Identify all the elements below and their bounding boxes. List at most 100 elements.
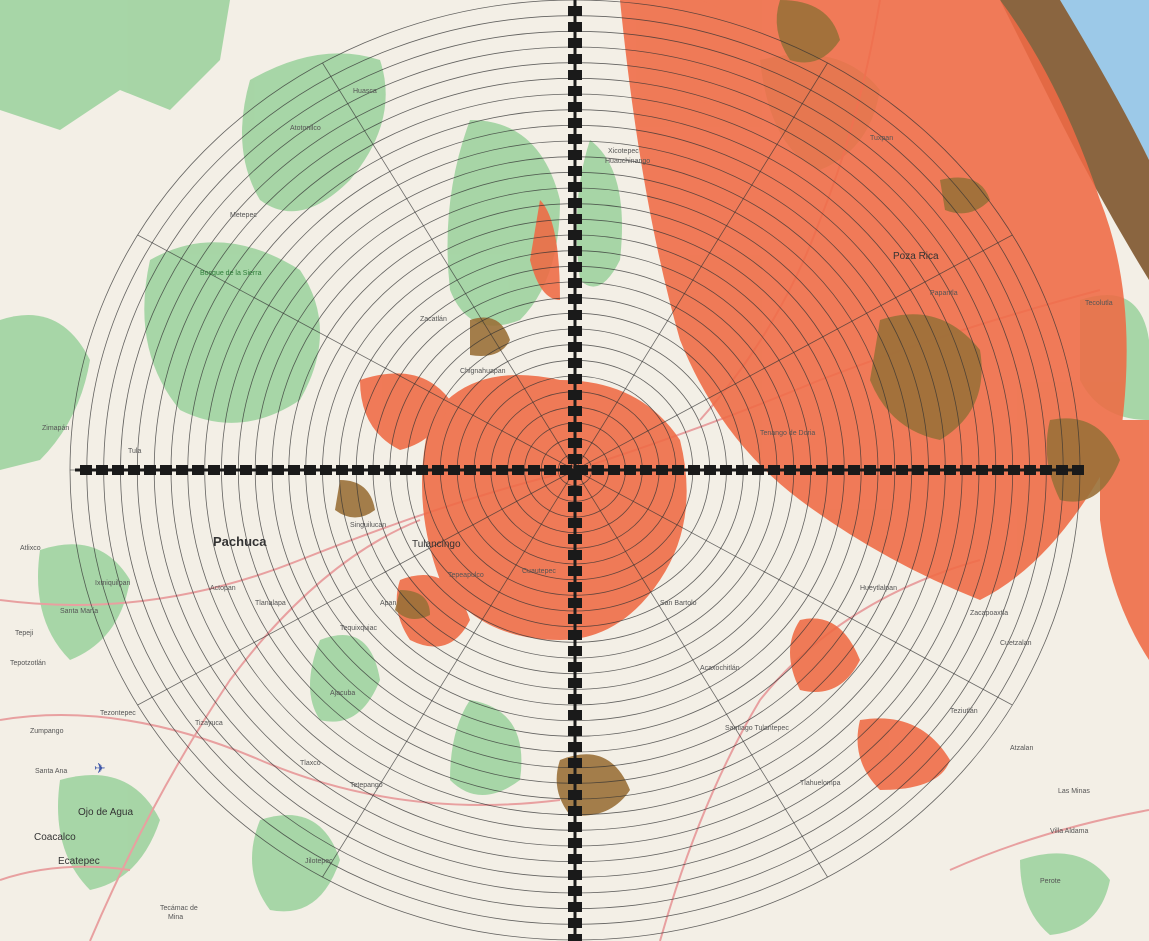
axis-tick-block [568, 134, 582, 144]
axis-tick-block [560, 465, 572, 475]
axis-tick-block [480, 465, 492, 475]
axis-tick-block [848, 465, 860, 475]
axis-tick-block [568, 70, 582, 80]
axis-tick-block [568, 598, 582, 608]
axis-tick-block [624, 465, 636, 475]
axis-tick-block [688, 465, 700, 475]
axis-tick-block [568, 182, 582, 192]
axis-tick-block [448, 465, 460, 475]
axis-tick-block [400, 465, 412, 475]
axis-tick-block [832, 465, 844, 475]
axis-tick-block [568, 454, 582, 464]
place-label-tepeapulco: Tepeapulco [448, 572, 484, 579]
bearing-line [322, 62, 576, 471]
place-label-xicotepec: Xicotepec [608, 148, 639, 155]
place-label-las-minas: Las Minas [1058, 788, 1090, 795]
axis-tick-block [568, 246, 582, 256]
axis-tick-block [640, 465, 652, 475]
axis-tick-block [720, 465, 732, 475]
place-label-tepeji: Tepeji [15, 630, 34, 637]
axis-tick-block [112, 465, 124, 475]
axis-tick-block [592, 465, 604, 475]
place-label-huasca: Huasca [353, 88, 377, 95]
place-label-santiago: Santiago Tulantepec [725, 725, 789, 732]
axis-tick-block [752, 465, 764, 475]
place-label-ojo-de-agua: Ojo de Agua [78, 807, 134, 818]
axis-tick-block [912, 465, 924, 475]
axis-tick-block [896, 465, 908, 475]
axis-tick-block [568, 774, 582, 784]
coverage-red [360, 0, 1149, 790]
bearing-line [322, 469, 576, 878]
place-label-cuautepec: Cuautepec [522, 568, 556, 575]
place-label-tenango: Tenango de Doria [760, 430, 816, 437]
axis-tick-block [568, 6, 582, 16]
axis-tick-block [568, 518, 582, 528]
axis-tick-block [568, 118, 582, 128]
axis-tick-block [568, 422, 582, 432]
axis-tick-block [568, 486, 582, 496]
place-label-apan: Apan [380, 600, 397, 607]
axis-tick-block [864, 465, 876, 475]
place-label-perote: Perote [1040, 878, 1061, 885]
place-label-tula: Tula [128, 448, 142, 455]
place-label-huauchinango: Huauchinango [605, 158, 651, 165]
axis-tick-block [672, 465, 684, 475]
place-label-ixmiquilpan: Ixmiquilpan [95, 580, 131, 587]
axis-tick-block [568, 678, 582, 688]
place-label-poza-rica: Poza Rica [893, 251, 939, 262]
place-label-san-bartolo: San Bartolo [660, 600, 697, 607]
bearing-line [137, 469, 576, 706]
axis-tick-block [304, 465, 316, 475]
place-label-tuxpan: Tuxpan [870, 135, 894, 142]
place-label-tecamac2: Mina [168, 914, 184, 921]
airport-icon: ✈ [94, 760, 106, 776]
axis-tick-block [568, 38, 582, 48]
axis-tick-block [384, 465, 396, 475]
bearing-line [574, 469, 1013, 706]
axis-tick-block [568, 358, 582, 368]
axis-tick-block [288, 465, 300, 475]
axis-tick-block [568, 662, 582, 672]
axis-tick-block [208, 465, 220, 475]
axis-tick-block [568, 214, 582, 224]
axis-tick-block [568, 534, 582, 544]
axis-tick-block [568, 790, 582, 800]
axis-tick-block [568, 166, 582, 176]
axis-tick-block [568, 710, 582, 720]
place-label-santa-maria: Santa María [60, 608, 99, 615]
axis-tick-block [568, 582, 582, 592]
axis-tick-block [512, 465, 524, 475]
axis-tick-block [568, 886, 582, 896]
axis-tick-block [528, 465, 540, 475]
axis-tick-block [880, 465, 892, 475]
axis-tick-block [568, 758, 582, 768]
place-label-huejutla: Atlixco [20, 545, 41, 552]
place-label-jilotepec: Jilotepec [305, 858, 333, 865]
place-label-tulancingo: Tulancingo [412, 539, 461, 550]
axis-tick-block [568, 278, 582, 288]
place-label-tepotzotlan: Tepotzotlán [10, 660, 46, 667]
axis-tick-block [176, 465, 188, 475]
place-label-park1: Bosque de la Sierra [200, 270, 262, 277]
axis-tick-block [568, 86, 582, 96]
axis-tick-block [352, 465, 364, 475]
axis-tick-block [464, 465, 476, 475]
bearing-line [574, 469, 828, 878]
axis-tick-block [568, 390, 582, 400]
place-label-tecolutla: Tecolutla [1085, 300, 1113, 307]
axis-tick-block [816, 465, 828, 475]
axis-tick-block [568, 870, 582, 880]
axis-tick-block [568, 102, 582, 112]
axis-tick-block [368, 465, 380, 475]
axis-tick-block [160, 465, 172, 475]
place-label-zimapan: Zimapán [42, 425, 70, 432]
place-label-tequixquiac: Tequixquiac [340, 625, 377, 632]
place-label-cuetzalan: Cuetzalan [1000, 640, 1032, 647]
place-label-atotonilco: Atotonilco [290, 125, 321, 132]
place-label-coacalco: Coacalco [34, 832, 76, 843]
place-label-tecamac: Tecámac de [160, 905, 198, 912]
axis-tick-block [144, 465, 156, 475]
bearing-line [137, 234, 576, 471]
